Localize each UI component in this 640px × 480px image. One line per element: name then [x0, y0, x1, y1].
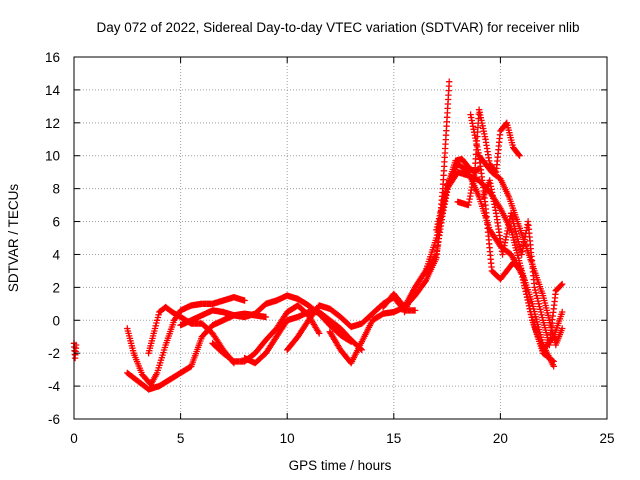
- y-tick-label: 16: [45, 50, 60, 65]
- series-early: [70, 340, 80, 362]
- y-tick-label: 2: [52, 280, 60, 295]
- data-point-markers: [480, 177, 566, 349]
- series-arc11: [433, 160, 566, 354]
- y-tick-label: 12: [45, 116, 60, 131]
- x-tick-label: 0: [70, 431, 78, 446]
- x-tick-label: 20: [493, 431, 508, 446]
- x-tick-label: 15: [386, 431, 401, 446]
- y-tick-label: -6: [48, 412, 60, 427]
- data-point-markers: [454, 106, 523, 209]
- y-tick-label: 0: [52, 313, 60, 328]
- axis-ticks: 0 5 10 15 20 25 -6 -4 -2 0 2 4 6 8 10 12 14 16: [45, 50, 615, 446]
- chart-title: Day 072 of 2022, Sidereal Day-to-day VTE…: [97, 20, 580, 35]
- data-points: [70, 78, 566, 393]
- series-arc12: [454, 106, 523, 209]
- data-point-markers: [475, 152, 566, 349]
- series-arc1: [124, 294, 248, 388]
- x-tick-label: 5: [177, 431, 185, 446]
- y-tick-label: 6: [52, 215, 60, 230]
- x-axis-label: GPS time / hours: [289, 458, 392, 473]
- y-axis-label: SDTVAR / TECUs: [6, 184, 21, 293]
- series-arc6: [241, 308, 365, 367]
- y-tick-label: 10: [45, 149, 60, 164]
- series-arc14: [480, 177, 566, 349]
- grid-lines: [74, 57, 607, 419]
- y-tick-label: 4: [52, 247, 60, 262]
- y-tick-label: 8: [52, 182, 60, 197]
- series-arc15: [475, 152, 566, 349]
- y-tick-label: -4: [48, 379, 60, 394]
- y-tick-label: 14: [45, 83, 61, 98]
- y-tick-label: -2: [48, 346, 60, 361]
- data-point-markers: [70, 340, 80, 362]
- data-point-markers: [124, 294, 248, 388]
- x-tick-label: 10: [280, 431, 295, 446]
- data-point-markers: [241, 308, 365, 367]
- data-point-markers: [433, 160, 566, 354]
- plot-frame: [73, 56, 608, 420]
- x-tick-label: 25: [599, 431, 614, 446]
